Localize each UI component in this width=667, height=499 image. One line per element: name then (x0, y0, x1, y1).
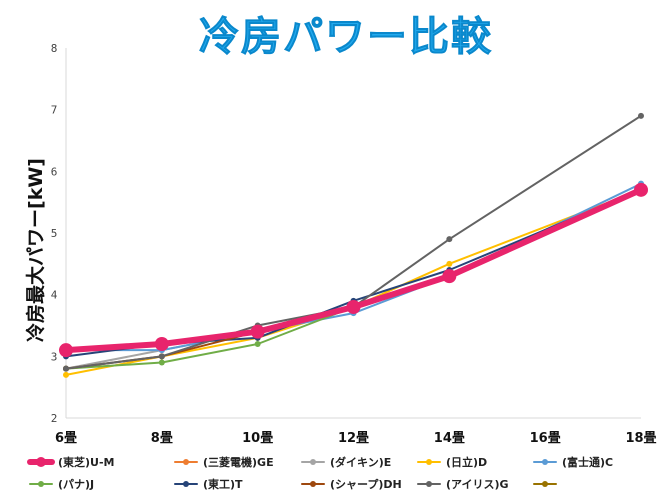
legend-item: (日立)D (417, 455, 487, 469)
data-point (158, 359, 165, 366)
data-point (446, 260, 453, 267)
legend-swatch-marker (426, 459, 432, 465)
x-tick-label: 10畳 (242, 431, 273, 446)
legend-swatch-marker (36, 457, 46, 467)
legend-label: (東芝)U-M (58, 455, 115, 469)
series-line (65, 188, 642, 352)
data-point (254, 341, 261, 347)
series-1 (63, 186, 644, 354)
legend-item: (三菱電機)GE (174, 455, 274, 469)
data-point (442, 269, 457, 284)
x-tick-label: 12畳 (338, 431, 369, 446)
legend-swatch-marker (542, 481, 548, 487)
legend-swatch-marker (183, 459, 189, 465)
legend-label: (シャープ)DH (330, 477, 402, 491)
x-tick-label: 14畳 (434, 431, 465, 446)
legend-label: (三菱電機)GE (203, 455, 274, 469)
legend-label: (ダイキン)E (330, 455, 391, 469)
data-point (638, 112, 644, 119)
data-point (158, 353, 165, 360)
legend-item: (パナ)J (29, 478, 94, 491)
series-line (65, 114, 642, 370)
legend-swatch-marker (183, 481, 189, 487)
series-4 (63, 180, 644, 354)
y-tick-label: 7 (51, 104, 58, 117)
legend-label: (東工)T (203, 477, 243, 491)
series-line (65, 188, 642, 358)
legend-swatch-marker (542, 459, 548, 465)
x-axis-ticks: 6畳 8畳 10畳 12畳 14畳 16畳 18畳 (55, 431, 657, 446)
data-point (154, 337, 169, 351)
legend-label: (日立)D (446, 455, 487, 469)
legend-swatch-marker (310, 481, 316, 487)
y-tick-label: 8 (51, 42, 58, 55)
x-tick-label: 16畳 (530, 431, 561, 446)
legend-item: (東芝)U-M (27, 455, 115, 469)
legend-label: (パナ)J (58, 478, 94, 491)
series-0 (59, 182, 648, 358)
legend-item: (東工)T (174, 477, 243, 491)
series-line (65, 182, 642, 352)
legend-item: (ダイキン)E (301, 455, 391, 469)
data-point (63, 371, 69, 378)
x-tick-label: 18畳 (625, 431, 656, 446)
series-8 (63, 112, 644, 372)
legend-swatch-marker (38, 481, 44, 487)
legend-item: (アイリス)G (417, 478, 509, 491)
data-point (250, 324, 265, 339)
data-point (346, 300, 361, 314)
legend-label: (富士通)C (562, 455, 613, 469)
y-axis-label: 冷房最大パワー[kW] (24, 158, 47, 342)
legend-item (533, 481, 557, 487)
data-point (63, 365, 69, 372)
y-tick-label: 5 (51, 227, 58, 240)
legend-swatch-marker (426, 481, 432, 487)
series-line (63, 186, 644, 354)
y-axis-ticks: 2 3 4 5 6 7 8 (51, 42, 58, 425)
y-tick-label: 6 (51, 165, 58, 178)
series-6 (63, 186, 644, 360)
data-point (59, 343, 73, 358)
x-tick-label: 6畳 (55, 431, 77, 446)
legend: (東芝)U-M (三菱電機)GE (ダイキン)E (日立)D (富士通)C (パナ)J (東… (27, 455, 613, 491)
y-tick-label: 3 (51, 350, 58, 363)
legend-item: (富士通)C (533, 455, 613, 469)
chart-title: 冷房パワー比較 (199, 14, 493, 60)
legend-label: (アイリス)G (446, 478, 509, 491)
y-tick-label: 2 (51, 412, 58, 425)
series-lines (59, 112, 648, 378)
y-tick-label: 4 (51, 289, 58, 302)
data-point (446, 236, 453, 243)
x-tick-label: 8畳 (151, 431, 173, 446)
data-point (634, 182, 648, 197)
legend-item: (シャープ)DH (301, 477, 402, 491)
legend-swatch-marker (310, 459, 316, 465)
